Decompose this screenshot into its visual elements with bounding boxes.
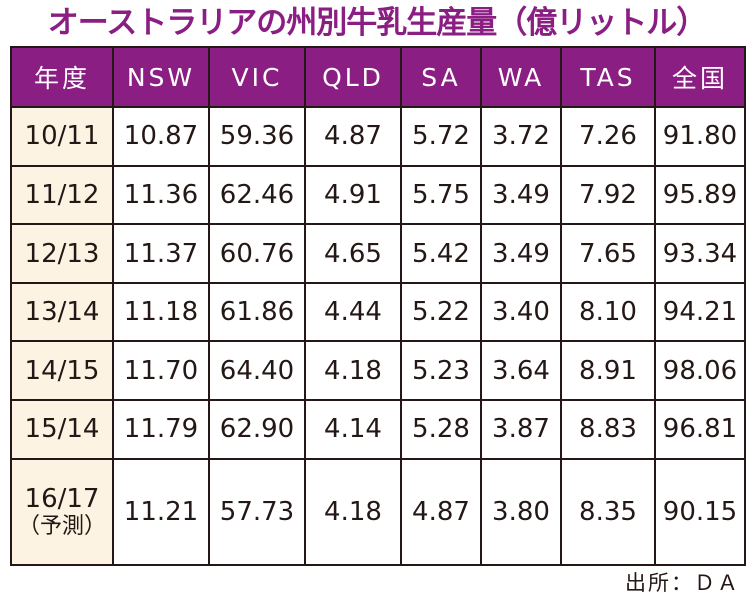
value-cell: 7.65 bbox=[560, 223, 656, 284]
value-cell: 10.87 bbox=[112, 106, 210, 167]
value-cell: 11.36 bbox=[112, 164, 210, 226]
value-cell: 4.87 bbox=[304, 106, 402, 167]
value-cell: 98.06 bbox=[654, 340, 746, 402]
value-cell: 64.40 bbox=[208, 340, 306, 402]
value-cell: 5.28 bbox=[400, 399, 482, 460]
value-cell: 8.35 bbox=[560, 457, 656, 567]
year-cell: 11/12 bbox=[10, 164, 114, 226]
year-label: 16/17 bbox=[24, 483, 100, 514]
year-label: 10/11 bbox=[24, 121, 100, 152]
value-cell: 4.91 bbox=[304, 164, 402, 226]
value-cell: 59.36 bbox=[208, 106, 306, 167]
value-cell: 95.89 bbox=[654, 164, 746, 226]
source-note: 出所：ＤＡ bbox=[625, 571, 740, 595]
value-cell: 4.65 bbox=[304, 223, 402, 284]
column-header: SA bbox=[400, 46, 482, 108]
value-cell: 8.10 bbox=[560, 281, 656, 343]
value-cell: 3.49 bbox=[480, 164, 562, 226]
value-cell: 11.21 bbox=[112, 457, 210, 567]
value-cell: 4.87 bbox=[400, 457, 482, 567]
value-cell: 60.76 bbox=[208, 223, 306, 284]
value-cell: 3.72 bbox=[480, 106, 562, 167]
value-cell: 8.91 bbox=[560, 340, 656, 402]
value-cell: 61.86 bbox=[208, 281, 306, 343]
value-cell: 91.80 bbox=[654, 106, 746, 167]
column-header: NSW bbox=[112, 46, 210, 108]
year-cell: 13/14 bbox=[10, 281, 114, 343]
table-row: 13/14 11.18 61.86 4.44 5.22 3.40 8.10 94.21 bbox=[10, 281, 746, 343]
year-cell: 12/13 bbox=[10, 223, 114, 284]
value-cell: 3.40 bbox=[480, 281, 562, 343]
column-header: 年度 bbox=[10, 46, 114, 108]
value-cell: 7.92 bbox=[560, 164, 656, 226]
year-cell: 16/17 （予測） bbox=[10, 457, 114, 567]
year-label: 14/15 bbox=[24, 355, 100, 386]
value-cell: 5.72 bbox=[400, 106, 482, 167]
value-cell: 57.73 bbox=[208, 457, 306, 567]
year-label: 15/14 bbox=[24, 414, 100, 445]
table-row: 11/12 11.36 62.46 4.91 5.75 3.49 7.92 95.89 bbox=[10, 164, 746, 226]
value-cell: 11.18 bbox=[112, 281, 210, 343]
column-header: QLD bbox=[304, 46, 402, 108]
year-cell: 14/15 bbox=[10, 340, 114, 402]
table-row: 14/15 11.70 64.40 4.18 5.23 3.64 8.91 98.06 bbox=[10, 340, 746, 402]
header-row: 年度 NSW VIC QLD SA WA TAS 全国 bbox=[10, 46, 746, 108]
value-cell: 4.18 bbox=[304, 457, 402, 567]
value-cell: 5.22 bbox=[400, 281, 482, 343]
value-cell: 4.14 bbox=[304, 399, 402, 460]
value-cell: 7.26 bbox=[560, 106, 656, 167]
value-cell: 5.75 bbox=[400, 164, 482, 226]
value-cell: 5.42 bbox=[400, 223, 482, 284]
value-cell: 62.90 bbox=[208, 399, 306, 460]
value-cell: 90.15 bbox=[654, 457, 746, 567]
value-cell: 11.79 bbox=[112, 399, 210, 460]
value-cell: 93.34 bbox=[654, 223, 746, 284]
year-label: 12/13 bbox=[24, 238, 100, 269]
year-cell: 15/14 bbox=[10, 399, 114, 460]
year-note: （予測） bbox=[17, 513, 106, 539]
value-cell: 62.46 bbox=[208, 164, 306, 226]
value-cell: 8.83 bbox=[560, 399, 656, 460]
value-cell: 96.81 bbox=[654, 399, 746, 460]
value-cell: 94.21 bbox=[654, 281, 746, 343]
table-row: 10/11 10.87 59.36 4.87 5.72 3.72 7.26 91.80 bbox=[10, 106, 746, 167]
chart-title: オーストラリアの州別牛乳生産量（億リットル） bbox=[47, 5, 707, 41]
column-header: WA bbox=[480, 46, 562, 108]
value-cell: 11.70 bbox=[112, 340, 210, 402]
column-header: 全国 bbox=[654, 46, 746, 108]
column-header: VIC bbox=[208, 46, 306, 108]
value-cell: 5.23 bbox=[400, 340, 482, 402]
table-body: 10/11 10.87 59.36 4.87 5.72 3.72 7.26 91.80 11/1… bbox=[10, 106, 746, 567]
year-cell: 10/11 bbox=[10, 106, 114, 167]
table-row: 16/17 （予測） 11.21 57.73 4.18 4.87 3.80 8.35 90.15 bbox=[10, 457, 746, 567]
year-label: 13/14 bbox=[24, 297, 100, 328]
year-label: 11/12 bbox=[24, 179, 100, 210]
table-row: 15/14 11.79 62.90 4.14 5.28 3.87 8.83 96.81 bbox=[10, 399, 746, 460]
value-cell: 4.18 bbox=[304, 340, 402, 402]
table-row: 12/13 11.37 60.76 4.65 5.42 3.49 7.65 93.34 bbox=[10, 223, 746, 284]
value-cell: 4.44 bbox=[304, 281, 402, 343]
value-cell: 3.87 bbox=[480, 399, 562, 460]
value-cell: 3.64 bbox=[480, 340, 562, 402]
value-cell: 3.49 bbox=[480, 223, 562, 284]
column-header: TAS bbox=[560, 46, 656, 108]
milk-production-table: 年度 NSW VIC QLD SA WA TAS 全国 10/11 10.87 59.36 4.87… bbox=[10, 46, 746, 567]
value-cell: 3.80 bbox=[480, 457, 562, 567]
data-table-container: 年度 NSW VIC QLD SA WA TAS 全国 10/11 10.87 59.36 4.87… bbox=[10, 46, 746, 567]
value-cell: 11.37 bbox=[112, 223, 210, 284]
